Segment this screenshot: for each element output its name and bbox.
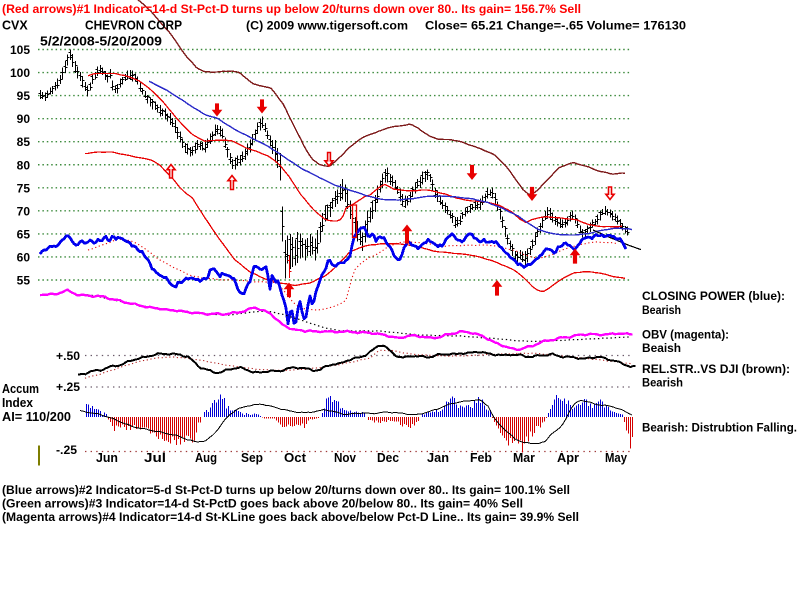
svg-text:5/2/2008-5/20/2009: 5/2/2008-5/20/2009 [40, 34, 162, 49]
svg-text:Mar: Mar [513, 451, 535, 465]
svg-text:CVX: CVX [2, 19, 28, 33]
svg-text:CHEVRON CORP: CHEVRON CORP [85, 19, 182, 33]
svg-text:Index: Index [2, 396, 33, 410]
svg-text:(C) 2009 www.tigersoft.com: (C) 2009 www.tigersoft.com [246, 19, 408, 33]
svg-text:Jan: Jan [427, 451, 449, 465]
svg-text:REL.STR..VS DJI (brown):: REL.STR..VS DJI (brown): [642, 362, 790, 376]
svg-text:Bearish: Bearish [642, 376, 683, 390]
svg-text:55: 55 [17, 274, 31, 288]
svg-text:Apr: Apr [557, 451, 579, 465]
svg-text:100: 100 [10, 66, 30, 80]
svg-text:May: May [605, 451, 627, 465]
svg-text:(Red arrows)#1 Indicator=14-d: (Red arrows)#1 Indicator=14-d St-Pct-D t… [2, 4, 581, 16]
svg-text:Sep: Sep [241, 451, 263, 465]
svg-text:Beaish: Beaish [642, 341, 681, 355]
svg-text:Nov: Nov [334, 451, 356, 465]
svg-text:85: 85 [17, 135, 31, 149]
svg-text:Accum: Accum [2, 382, 39, 396]
svg-text:+.25: +.25 [56, 380, 80, 394]
svg-text:Oct: Oct [284, 451, 307, 465]
svg-text:70: 70 [17, 204, 31, 218]
svg-text:+.50: +.50 [56, 349, 80, 363]
svg-text:Bearish: Bearish [642, 303, 681, 317]
svg-text:95: 95 [17, 89, 31, 103]
svg-text:AI= 110/200: AI= 110/200 [2, 410, 71, 424]
svg-text:Jul: Jul [144, 451, 166, 465]
svg-text:Close= 65.21 Change=-.65 Vol: Close= 65.21 Change=-.65 Volume= 176130 [425, 19, 686, 33]
svg-text:75: 75 [17, 181, 31, 195]
svg-text:Aug: Aug [195, 451, 217, 465]
svg-text:90: 90 [17, 112, 31, 126]
svg-text:CLOSING POWER (blue):: CLOSING POWER (blue): [642, 289, 785, 303]
svg-text:105: 105 [10, 43, 30, 57]
svg-text:60: 60 [17, 250, 31, 264]
svg-text:OBV (magenta):: OBV (magenta): [642, 328, 729, 342]
svg-text:(Blue arrows)#2 Indicator=5-d: (Blue arrows)#2 Indicator=5-d St-Pct-D t… [2, 485, 570, 497]
svg-text:Feb: Feb [470, 451, 492, 465]
svg-text:(Green arrows)#3 Indicator=14-: (Green arrows)#3 Indicator=14-d St-PctD … [2, 499, 523, 511]
svg-text:Dec: Dec [377, 451, 399, 465]
svg-text:Bearish: Distrubtion Falling.: Bearish: Distrubtion Falling. [642, 421, 797, 435]
svg-text:65: 65 [17, 227, 31, 241]
svg-text:80: 80 [17, 158, 31, 172]
svg-text:-.25: -.25 [56, 443, 77, 457]
svg-text:(Magenta arrows)#4 Indicator=1: (Magenta arrows)#4 Indicator=14-d St-KLi… [2, 512, 579, 524]
svg-text:Jun: Jun [96, 451, 118, 465]
